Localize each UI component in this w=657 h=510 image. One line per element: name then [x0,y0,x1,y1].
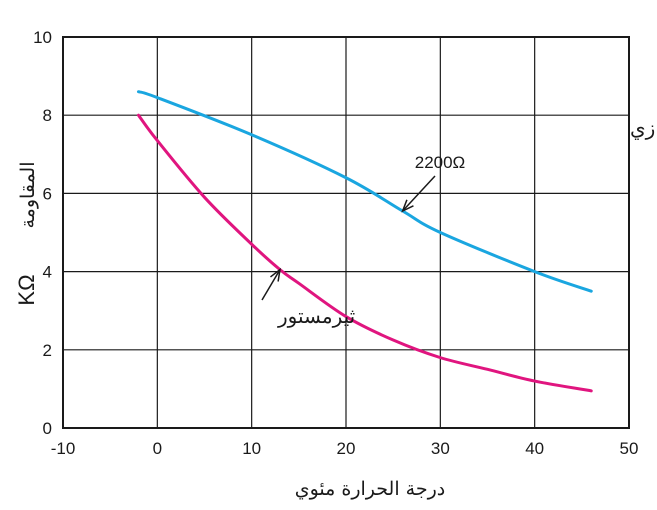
series-group [136,90,593,393]
annotation-parallel-label: ثيرمستور مع مقاومة على التوازي [630,116,657,140]
x-axis-title: درجة الحرارة مئوي [295,478,445,500]
grid [63,37,629,428]
x-tick-label: 10 [242,439,261,458]
x-tick-label: 40 [525,439,544,458]
y-tick-label: 10 [33,28,52,47]
x-tick-label: 50 [620,439,639,458]
annotation-thermistor: ثيرمستور [261,267,355,328]
arrowhead [270,267,281,282]
y-tick-label: 6 [43,184,52,203]
annotation-parallel-arrow [402,175,436,212]
x-tick-labels: -10 0 10 20 30 40 50 [51,439,639,458]
x-tick-label: 30 [431,439,450,458]
annotation-parallel-value: 2200Ω [415,153,466,172]
annotation-thermistor-arrow [261,269,281,301]
series-line-1 [136,90,593,293]
arrowhead [401,199,414,213]
annotation-parallel: ثيرمستور مع مقاومة على التوازي 2200Ω [401,116,657,213]
y-tick-label: 0 [43,419,52,438]
series-line-0 [136,113,593,393]
plot-frame [62,36,630,429]
x-tick-label: 20 [337,439,356,458]
y-axis-unit: KΩ [14,274,39,305]
y-tick-label: 8 [43,106,52,125]
y-axis-text: المقاومة [17,162,39,229]
y-axis-title: KΩ المقاومة [14,162,39,306]
y-tick-labels: 0 2 4 6 8 10 [33,28,52,438]
y-tick-label: 2 [43,341,52,360]
x-tick-label: -10 [51,439,76,458]
x-tick-label: 0 [153,439,162,458]
y-tick-label: 4 [43,263,52,282]
annotation-thermistor-label: ثيرمستور [277,304,355,328]
